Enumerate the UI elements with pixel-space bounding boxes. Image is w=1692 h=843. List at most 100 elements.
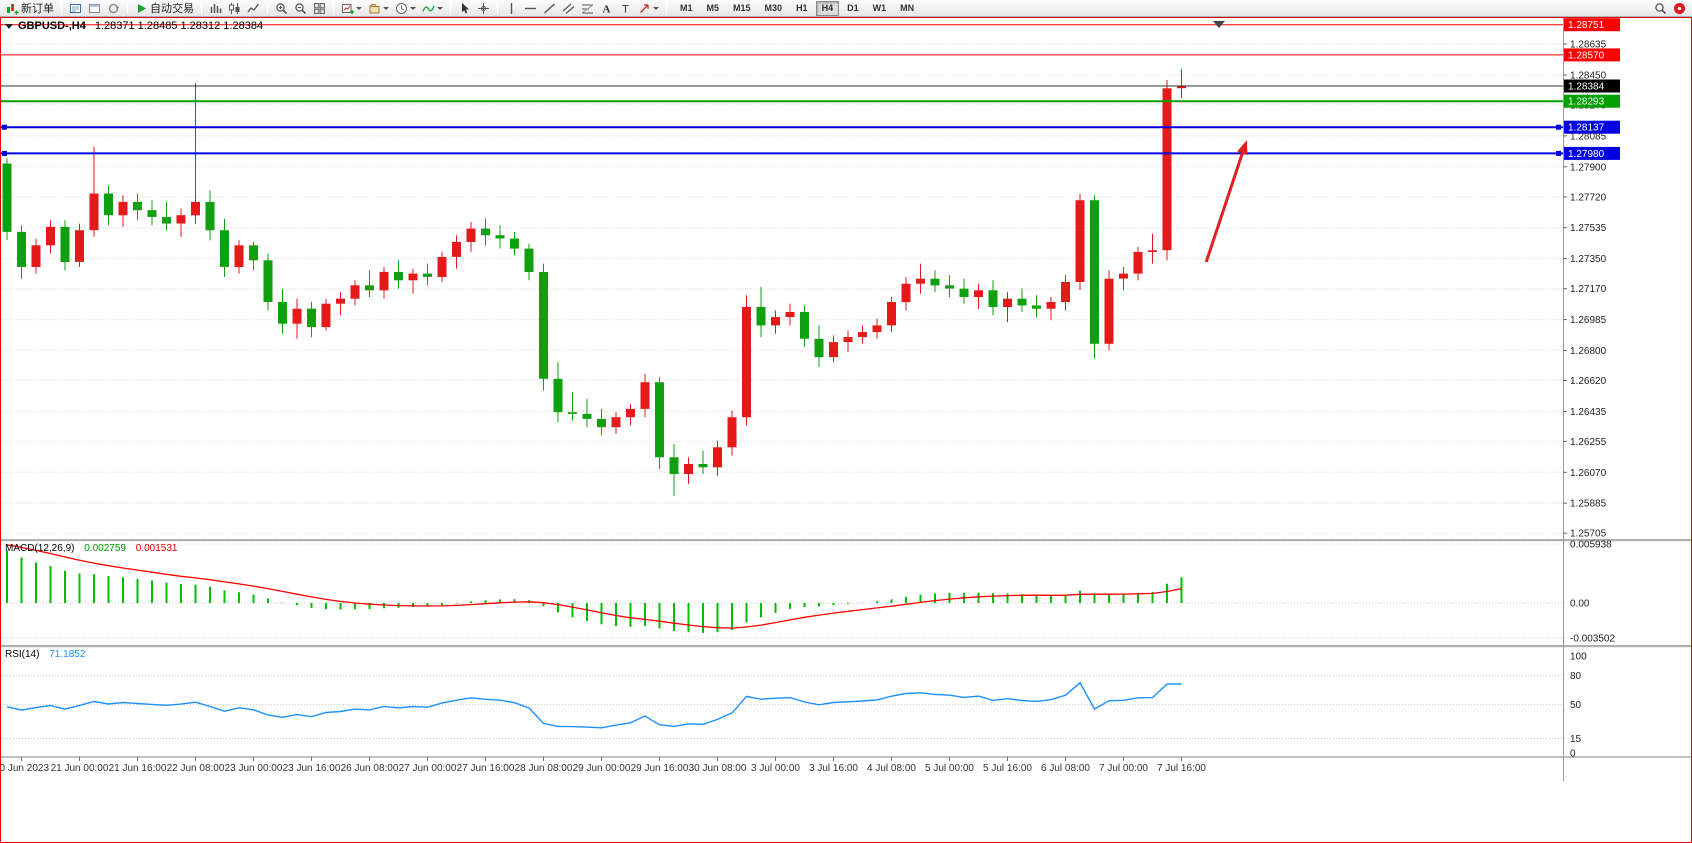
candlestick: [930, 278, 940, 286]
svg-text:29 Jun 16:00: 29 Jun 16:00: [631, 763, 689, 774]
trend-arrow-object[interactable]: [1204, 140, 1248, 263]
svg-text:1.28450: 1.28450: [1570, 71, 1607, 82]
timeframe-h4-button[interactable]: H4: [815, 0, 840, 16]
timeframe-m15-button[interactable]: M15: [733, 2, 751, 13]
candlestick: [1119, 273, 1128, 279]
svg-text:0.00: 0.00: [1570, 599, 1590, 610]
candlestick: [89, 193, 99, 231]
candlestick: [1046, 302, 1056, 309]
candlestick: [31, 245, 41, 267]
profiles-button[interactable]: [366, 1, 391, 16]
rsi-indicator-label: RSI(14) 71.1852: [5, 649, 92, 660]
svg-text:7 Jul 00:00: 7 Jul 00:00: [1099, 763, 1148, 774]
candlestick: [1177, 86, 1186, 89]
macd-signal-line: [6, 544, 1182, 629]
pane-splitter[interactable]: [1, 645, 1691, 648]
candlestick: [887, 302, 896, 326]
chart-window-button[interactable]: [86, 1, 103, 16]
svg-text:5 Jul 00:00: 5 Jul 00:00: [925, 763, 974, 774]
candlestick: [800, 312, 809, 339]
svg-text:23 Jun 00:00: 23 Jun 00:00: [225, 763, 283, 774]
svg-text:1.28384: 1.28384: [1568, 82, 1605, 93]
autotrading-button[interactable]: 自动交易: [133, 1, 196, 16]
candlestick: [133, 201, 142, 211]
text-button[interactable]: A: [598, 1, 615, 16]
candlestick: [727, 417, 737, 448]
candlestick: [756, 307, 766, 326]
chart-window: 1.286351.284501.282701.280851.279001.277…: [0, 17, 1692, 843]
line-chart-icon: [247, 2, 260, 15]
toolbar-separator: [333, 2, 334, 14]
zoom-in-button[interactable]: [273, 1, 290, 16]
zoom-out-button[interactable]: [292, 1, 309, 16]
timeframe-m5-button[interactable]: M5: [706, 2, 720, 13]
one-click-trading-icon[interactable]: [5, 23, 13, 29]
candlestick: [191, 201, 200, 216]
rsi-line: [6, 681, 1182, 729]
candlestick: [60, 226, 70, 262]
bar-chart-icon: [209, 2, 222, 15]
crosshair-button[interactable]: [475, 1, 492, 16]
svg-text:1.28293: 1.28293: [1568, 97, 1605, 108]
refresh-button[interactable]: [105, 1, 122, 16]
svg-text:1.26800: 1.26800: [1570, 346, 1607, 357]
chart-canvas[interactable]: 1.286351.284501.282701.280851.279001.277…: [1, 18, 1691, 842]
svg-text:3 Jul 16:00: 3 Jul 16:00: [809, 763, 858, 774]
timeframe-d1-button[interactable]: D1: [847, 2, 859, 13]
chart-ohlc-values: 1.28371 1.28485 1.28312 1.28384: [94, 20, 264, 32]
toolbar-separator: [267, 2, 268, 14]
support-line-blue-2[interactable]: [1, 150, 1563, 156]
bar-chart-button[interactable]: [207, 1, 224, 16]
search-button[interactable]: [1652, 1, 1669, 16]
market-watch-button[interactable]: [67, 1, 84, 16]
vertical-line-button[interactable]: [503, 1, 520, 16]
text-label-button[interactable]: T: [617, 1, 634, 16]
fibonacci-button[interactable]: [579, 1, 596, 16]
dropdown-caret-icon: [410, 6, 416, 10]
cursor-button[interactable]: [456, 1, 473, 16]
timeframe-m1-button[interactable]: M1: [680, 2, 693, 13]
candlestick: [597, 418, 606, 428]
line-chart-button[interactable]: [245, 1, 262, 16]
new-chart-button[interactable]: [339, 1, 364, 16]
candlestick: [916, 278, 925, 284]
svg-text:1.26985: 1.26985: [1570, 315, 1607, 326]
arrows-button[interactable]: [636, 1, 661, 16]
candlestick: [626, 408, 635, 418]
candlestick: [249, 245, 258, 261]
trendline-button[interactable]: [541, 1, 558, 16]
search-icon: [1654, 2, 1667, 15]
channel-button[interactable]: [560, 1, 577, 16]
cursor-icon: [458, 2, 471, 15]
svg-text:80: 80: [1570, 671, 1582, 682]
candlestick: [1104, 278, 1114, 344]
tile-windows-button[interactable]: [311, 1, 328, 16]
candlestick: [814, 338, 824, 358]
svg-text:1.26435: 1.26435: [1570, 407, 1607, 418]
timeframe-m30-button[interactable]: M30: [764, 2, 783, 13]
price-scale[interactable]: 1.286351.284501.282701.280851.279001.277…: [1563, 18, 1620, 781]
support-line-blue-1[interactable]: [1, 124, 1563, 130]
candle-chart-button[interactable]: [226, 1, 243, 16]
toolbar-separator: [61, 2, 62, 14]
candlestick: [1148, 250, 1157, 252]
candlestick: [959, 288, 969, 297]
text-icon: A: [600, 2, 613, 15]
timeframe-h1-button[interactable]: H1: [796, 2, 808, 13]
candlestick: [974, 290, 983, 297]
horizontal-line-button[interactable]: [522, 1, 539, 16]
candlestick: [1133, 251, 1143, 274]
toolbar-separator: [666, 2, 667, 14]
pane-splitter[interactable]: [1, 539, 1691, 542]
alert-indicator[interactable]: [1671, 1, 1688, 16]
svg-text:4 Jul 08:00: 4 Jul 08:00: [867, 763, 916, 774]
new-order-button[interactable]: 新订单: [4, 1, 56, 16]
periods-button[interactable]: [393, 1, 418, 16]
indicators-button[interactable]: [420, 1, 445, 16]
svg-text:28 Jun 08:00: 28 Jun 08:00: [515, 763, 573, 774]
timeframe-w1-button[interactable]: W1: [872, 2, 887, 13]
timeframe-mn-button[interactable]: MN: [900, 2, 915, 13]
chart-shift-marker[interactable]: [1213, 21, 1225, 28]
